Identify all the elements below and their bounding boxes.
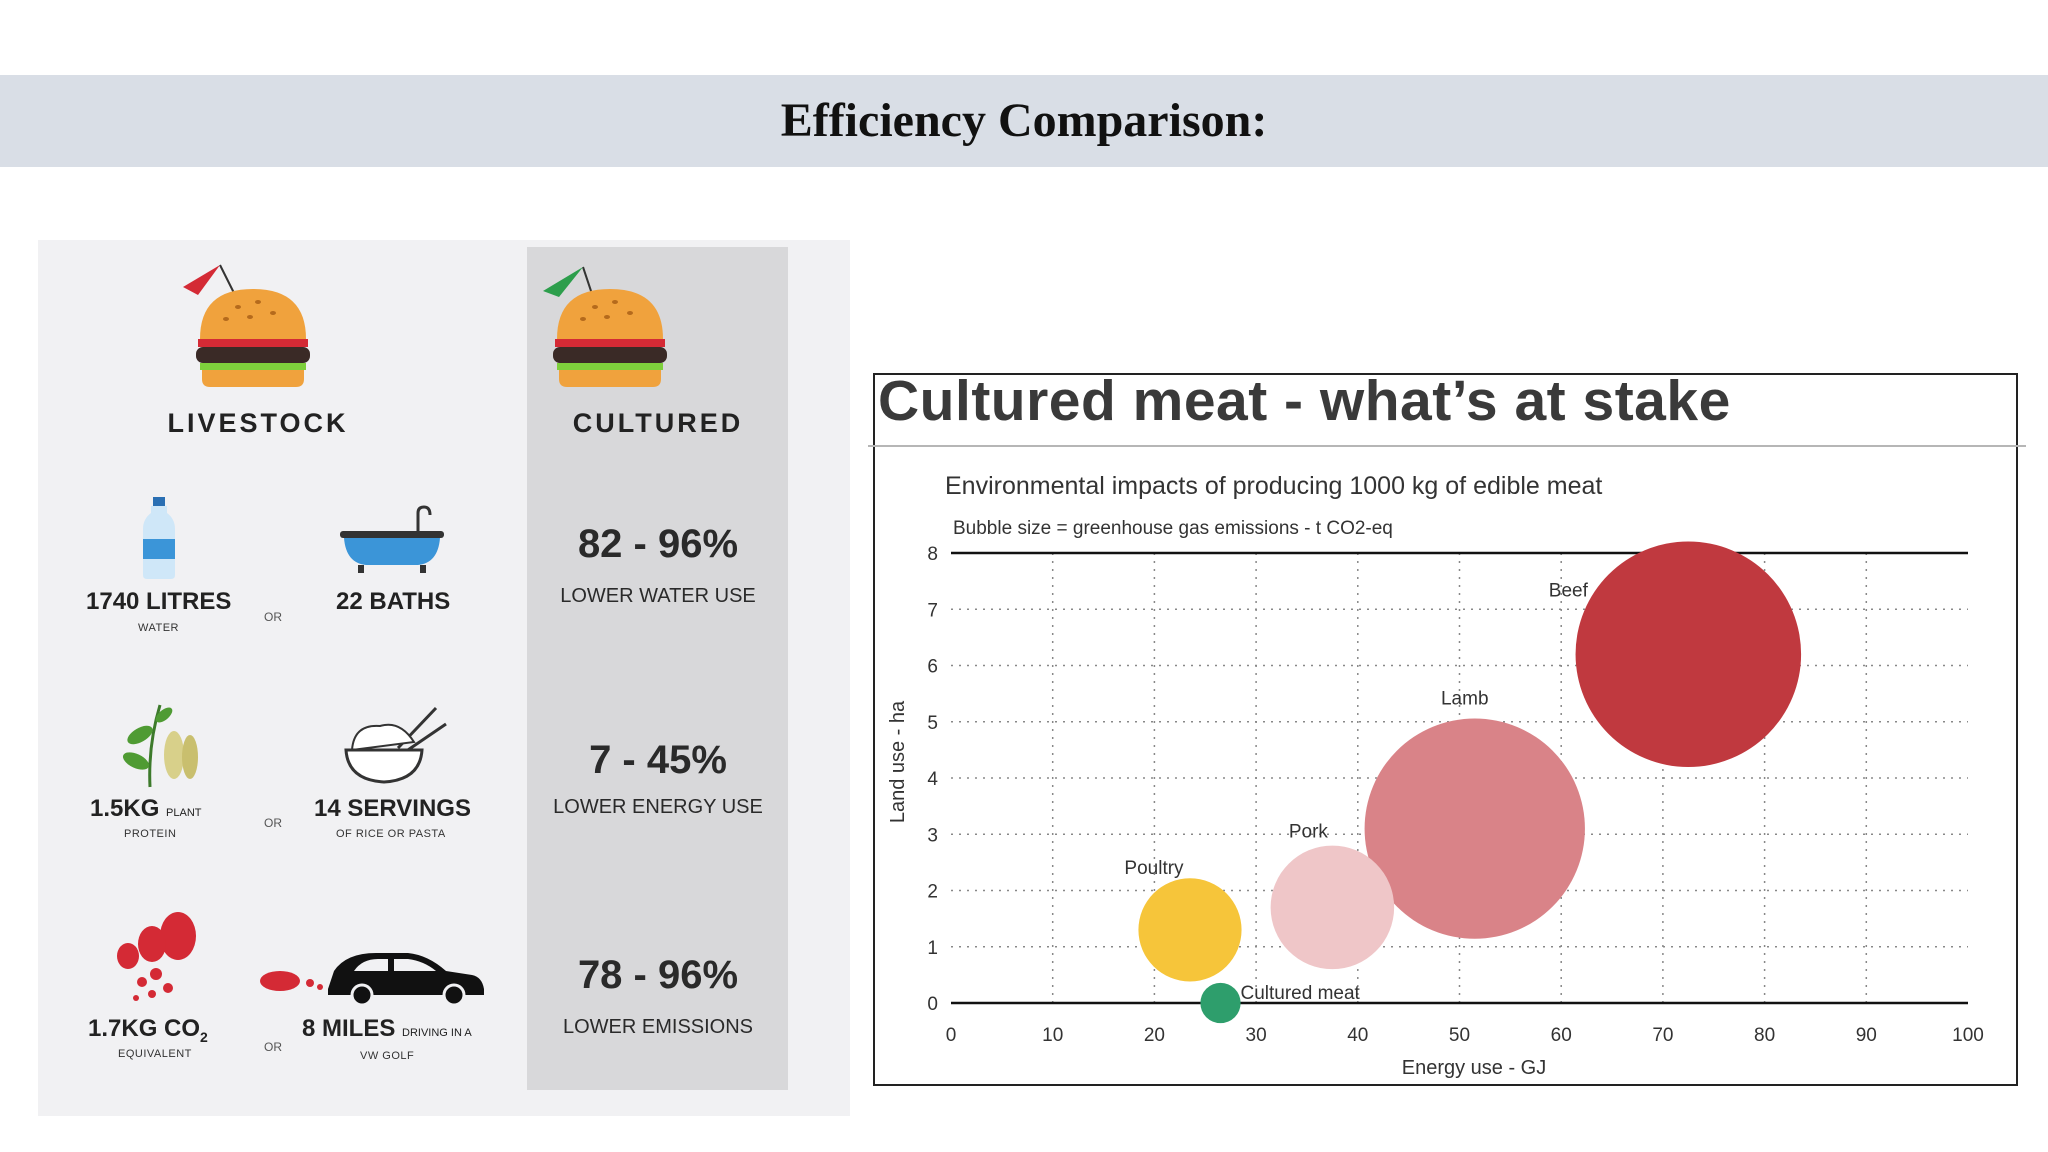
y-tick-label: 8 [927,544,938,565]
caption-equivalent: EQUIVALENT [118,1048,192,1060]
stat-baths: 22 BATHS [336,588,451,615]
cultured-burger-icon [543,266,667,387]
livestock-burger-icon [183,264,310,387]
plant-protein-icon [122,704,198,788]
stat-miles-value: 8 MILES [302,1015,396,1042]
label-layer: Poultry Pork Lamb Beef Cultured meat [1124,580,1588,1004]
x-tick-label: 60 [1551,1025,1572,1046]
caption-protein: PROTEIN [124,828,177,840]
stat-plant-protein: 1.5KG PLANT [90,795,202,823]
co2-cloud-icon [117,912,196,1001]
y-tick-label: 3 [927,825,938,846]
livestock-flag-icon [183,265,220,295]
infographic-panel: LIVESTOCK CULTURED 1740 LITRES WATER OR … [38,240,850,1116]
x-tick-label: 40 [1347,1025,1368,1046]
stat-miles-suffix: DRIVING IN A [402,1027,472,1039]
stat-miles: 8 MILES DRIVING IN A [302,1015,472,1043]
stat-co2: 1.7KG CO2 [88,1015,208,1045]
bubble-lamb [1364,718,1585,939]
stat-water-litres: 1740 LITRES [86,588,232,615]
or-label-1: OR [264,610,282,624]
slide-title: Efficiency Comparison: [780,94,1268,147]
cultured-flag-icon [543,267,583,297]
cultured-water-value: 82 - 96% [577,522,739,566]
water-bottle-icon [143,497,175,579]
stat-plant-protein-value: 1.5KG [90,795,160,822]
x-tick-label: 50 [1449,1025,1470,1046]
x-tick-label: 70 [1652,1025,1673,1046]
y-tick-label: 6 [927,657,938,678]
or-label-3: OR [264,1040,282,1054]
bubble-pork [1270,845,1395,970]
x-axis-label: Energy use - GJ [1402,1057,1547,1079]
bubble-label-cultured-meat: Cultured meat [1241,983,1361,1004]
y-tick-label: 7 [927,600,938,621]
caption-vw-golf: VW GOLF [360,1050,415,1062]
chart-note: Bubble size = greenhouse gas emissions -… [953,518,1393,539]
x-tick-label: 10 [1042,1025,1063,1046]
or-label-2: OR [264,816,282,830]
bubble-label-poultry: Poultry [1124,858,1184,879]
bubble-label-pork: Pork [1289,821,1329,842]
y-tick-label: 0 [927,994,938,1015]
stat-plant-protein-suffix: PLANT [166,807,202,819]
cultured-emissions-label: LOWER EMISSIONS [562,1016,754,1038]
bubble-label-lamb: Lamb [1441,689,1489,710]
cultured-header: CULTURED [572,408,744,438]
bubble-label-beef: Beef [1549,580,1589,601]
y-axis-label: Land use - ha [887,700,909,823]
caption-rice-pasta: OF RICE OR PASTA [336,828,446,840]
bubble-cultured-meat [1200,982,1241,1024]
cultured-energy-value: 7 - 45% [589,738,727,782]
stat-co2-value: 1.7KG CO [88,1015,201,1042]
cultured-energy-label: LOWER ENERGY USE [553,796,763,818]
chart-title-rule [868,445,2026,447]
x-tick-label: 0 [946,1025,957,1046]
stat-servings: 14 SERVINGS [314,795,471,822]
y-tick-label: 1 [927,938,938,959]
x-tick-label: 100 [1952,1025,1984,1046]
y-tick-label: 5 [927,713,938,734]
title-band [0,75,2048,167]
y-tick-label: 2 [927,882,938,903]
cultured-emissions-value: 78 - 96% [577,953,739,997]
car-icon [260,953,484,1005]
rice-bowl-icon [344,706,447,784]
livestock-header: LIVESTOCK [167,408,349,438]
cultured-water-label: LOWER WATER USE [560,585,756,607]
bathtub-icon [340,505,444,573]
bubble-poultry [1138,878,1242,982]
caption-water: WATER [138,622,179,634]
bubble-beef [1575,541,1802,768]
cultured-column [527,247,788,1090]
x-tick-label: 20 [1144,1025,1165,1046]
chart-title: Cultured meat - what’s at stake [878,369,1731,433]
stat-co2-subscript: 2 [200,1028,208,1045]
y-tick-label: 4 [927,769,938,790]
chart-subtitle: Environmental impacts of producing 1000 … [945,472,1603,500]
axis-layer: 0 10 20 30 40 50 60 70 80 90 100 0 1 2 3 4 5 6 7 8 Energy us… [887,544,1984,1079]
bubble-layer [1138,541,1802,1024]
x-tick-label: 30 [1246,1025,1267,1046]
x-tick-label: 80 [1754,1025,1775,1046]
x-tick-label: 90 [1856,1025,1877,1046]
